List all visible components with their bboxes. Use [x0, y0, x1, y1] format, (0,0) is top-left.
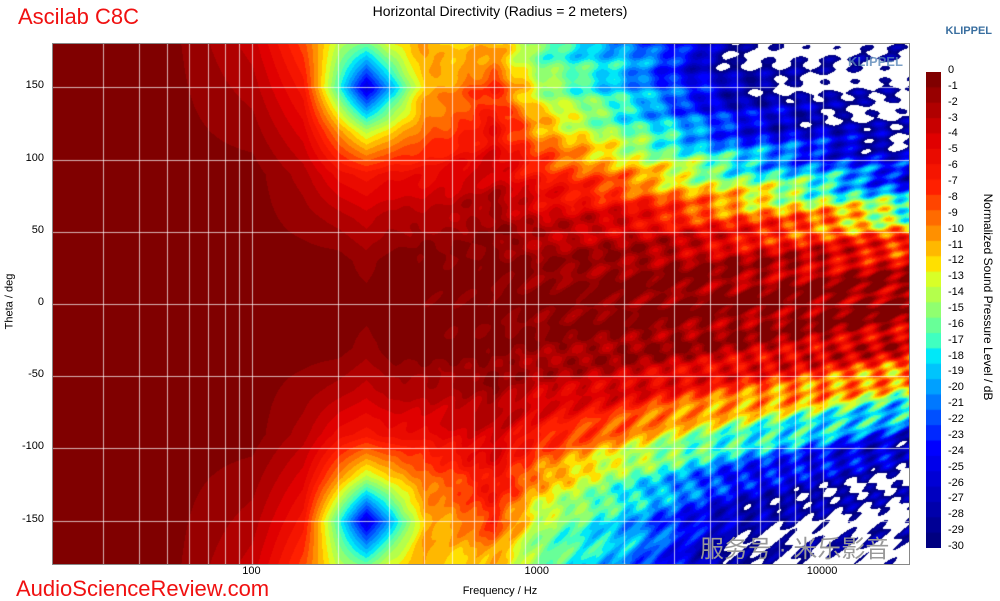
- colorbar: [926, 72, 941, 548]
- y-tick-label: -100: [21, 440, 44, 453]
- y-tick-label: 0: [37, 296, 44, 308]
- directivity-heatmap: [53, 44, 909, 564]
- x-tick-label: 100: [242, 565, 261, 577]
- y-tick-label: 150: [25, 79, 44, 92]
- colorbar-tick-label: -2: [948, 95, 958, 108]
- colorbar-tick-label: -24: [948, 444, 964, 457]
- colorbar-tick-label: -3: [948, 111, 958, 124]
- colorbar-tick-label: -17: [948, 333, 964, 346]
- colorbar-tick-label: -11: [948, 238, 964, 251]
- colorbar-tick-label: -10: [948, 222, 964, 235]
- colorbar-tick-label: -16: [948, 317, 964, 330]
- y-tick-label: -150: [21, 512, 44, 525]
- colorbar-tick-label: -23: [948, 428, 964, 441]
- y-axis-label: Theta / deg: [3, 273, 16, 330]
- colorbar-tick-label: -20: [948, 381, 964, 394]
- footer-site: AudioScienceReview.com: [16, 576, 270, 601]
- colorbar-tick-label: -19: [948, 365, 964, 378]
- colorbar-tick-label: -9: [948, 206, 958, 219]
- colorbar-tick-label: -13: [948, 270, 964, 283]
- colorbar-tick-label: -8: [948, 190, 958, 203]
- plot-area: [52, 43, 910, 565]
- colorbar-tick-label: -26: [948, 476, 964, 489]
- klippel-logo: KLIPPEL: [848, 54, 903, 69]
- y-tick-label: -50: [28, 368, 44, 381]
- colorbar-tick-label: -15: [948, 302, 964, 314]
- colorbar-tick-label: -27: [948, 492, 964, 505]
- x-axis-label: Frequency / Hz: [462, 585, 538, 597]
- colorbar-tick-label: 0: [948, 64, 955, 76]
- colorbar-tick-label: -30: [948, 540, 964, 552]
- colorbar-tick-label: -25: [948, 460, 964, 473]
- colorbar-tick-label: -1: [948, 79, 958, 92]
- colorbar-tick-label: -4: [948, 127, 958, 140]
- colorbar-tick-label: -6: [948, 159, 958, 172]
- colorbar-tick-label: -5: [948, 143, 958, 156]
- colorbar-tick-label: -21: [948, 397, 964, 410]
- chart-title: Horizontal Directivity (Radius = 2 meter…: [372, 3, 628, 19]
- colorbar-tick-label: -28: [948, 508, 964, 521]
- y-tick-label: 50: [31, 223, 44, 236]
- colorbar-tick-label: -7: [948, 175, 958, 188]
- y-tick-label: 100: [25, 151, 44, 164]
- colorbar-tick-label: -29: [948, 524, 964, 537]
- colorbar-tick-label: -14: [948, 286, 964, 299]
- colorbar-tick-label: -22: [948, 413, 964, 426]
- klippel-label: KLIPPEL: [945, 25, 992, 37]
- colorbar-tick-label: -12: [948, 254, 964, 267]
- watermark: 服务号 · 米乐影音: [700, 536, 890, 563]
- colorbar-tick-label: -18: [948, 349, 964, 362]
- colorbar-label: Normalized Sound Pressure Level / dB: [981, 193, 995, 401]
- x-tick-label: 10000: [806, 565, 838, 577]
- brand-title: Ascilab C8C: [18, 4, 140, 29]
- x-tick-label: 1000: [524, 565, 549, 577]
